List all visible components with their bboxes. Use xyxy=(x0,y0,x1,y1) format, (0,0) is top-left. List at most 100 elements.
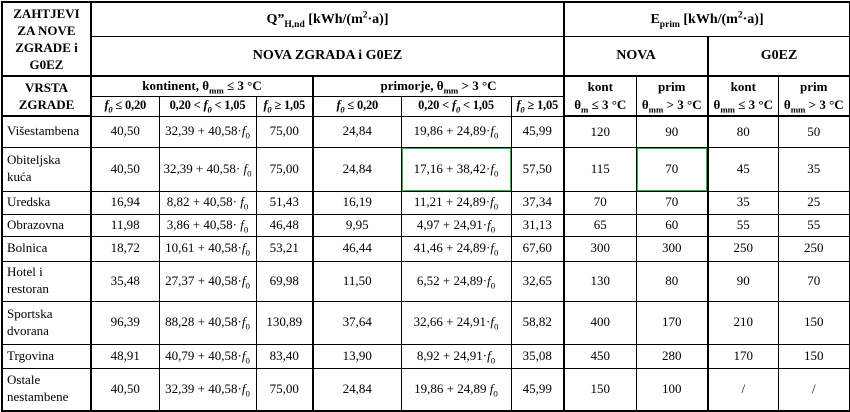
data-cell: 60 xyxy=(635,213,710,237)
data-cell: 210 xyxy=(707,300,779,345)
row-label: Uredska xyxy=(1,190,92,215)
data-cell: 50 xyxy=(777,115,850,148)
data-cell: 170 xyxy=(635,300,710,345)
data-cell: 32,39 + 40,58·f0 xyxy=(158,367,257,412)
data-cell: 37,34 xyxy=(510,190,566,215)
data-cell: 88,28 + 40,58·f0 xyxy=(158,300,257,345)
eprim-g0ez-prim-header-cell: prim θmm > 3 °C xyxy=(777,75,850,117)
data-cell: 57,50 xyxy=(510,146,566,192)
table-row: Višestambena 40,50 32,39 + 40,58·f0 75,00 24… xyxy=(1,115,850,148)
data-cell: 58,82 xyxy=(510,300,566,345)
row-label: Višestambena xyxy=(1,115,92,148)
data-cell: 40,79 + 40,58·f0 xyxy=(158,343,257,369)
row-label: Hotel i restoran xyxy=(1,260,92,302)
g0ez-section-cell: G0EZ xyxy=(707,35,850,77)
data-cell: 8,82 + 40,58· f0 xyxy=(158,190,257,215)
data-cell: 40,50 xyxy=(90,146,160,192)
data-cell: 48,91 xyxy=(90,343,160,369)
data-cell: 3,86 + 40,58· f0 xyxy=(158,213,257,237)
data-cell: 300 xyxy=(635,235,710,262)
data-cell: 80 xyxy=(707,115,779,148)
data-cell: 35 xyxy=(707,190,779,215)
f0-range-header-cell: f0 ≤ 0,20 xyxy=(90,95,160,117)
data-cell: 83,40 xyxy=(255,343,314,369)
data-cell: 27,37 + 40,58·f0 xyxy=(158,260,257,302)
data-cell: / xyxy=(777,367,850,412)
data-cell: 41,46 + 24,89·f0 xyxy=(400,235,512,262)
f0-range-header-cell: f0 ≥ 1,05 xyxy=(255,95,314,117)
data-cell: 69,98 xyxy=(255,260,314,302)
data-cell: 46,48 xyxy=(255,213,314,237)
data-cell: 55 xyxy=(777,213,850,237)
data-cell: 16,19 xyxy=(312,190,402,215)
data-cell: 35,48 xyxy=(90,260,160,302)
table-body: Višestambena 40,50 32,39 + 40,58·f0 75,00 24… xyxy=(1,115,850,412)
data-cell: 53,21 xyxy=(255,235,314,262)
data-cell: 40,50 xyxy=(90,367,160,412)
data-cell: 115 xyxy=(563,146,637,192)
data-cell: 6,52 + 24,89·f0 xyxy=(400,260,512,302)
nova-section-cell: NOVA xyxy=(563,35,710,77)
eprim-nova-prim-header-cell: prim θmm > 3 °C xyxy=(635,75,710,117)
data-cell: 70 xyxy=(635,190,710,215)
f0-range-header-cell: f0 ≥ 1,05 xyxy=(510,95,566,117)
header-row-sections: NOVA ZGRADA i G0EZ NOVA G0EZ xyxy=(2,35,850,77)
data-cell: 75,00 xyxy=(255,115,314,148)
data-cell: 11,50 xyxy=(312,260,402,302)
data-cell: 90 xyxy=(635,115,710,148)
data-cell: 45,99 xyxy=(510,367,566,412)
eprim-nova-kont-header-cell: kont θm ≤ 3 °C xyxy=(563,75,637,117)
data-cell: 80 xyxy=(635,260,710,302)
data-cell: 25 xyxy=(777,190,850,215)
data-cell: 300 xyxy=(563,235,637,262)
row-label: Ostale nestambene xyxy=(1,367,92,412)
data-cell: 32,65 xyxy=(510,260,566,302)
highlight-box xyxy=(637,148,707,190)
data-cell: 70 xyxy=(635,146,710,192)
data-cell: 40,50 xyxy=(90,115,160,148)
data-cell: 150 xyxy=(777,300,850,345)
nova-zgrada-g0ez-cell: NOVA ZGRADA i G0EZ xyxy=(90,35,566,77)
data-cell: 31,13 xyxy=(510,213,566,237)
header-row-f0: f0 ≤ 0,20 0,20 < f0 < 1,05 f0 ≥ 1,05 f0 … xyxy=(2,95,850,117)
vrsta-zgrade-cell: VRSTA ZGRADE xyxy=(1,75,92,117)
table-row: Sportska dvorana 96,39 88,28 + 40,58·f0 130… xyxy=(1,300,850,345)
data-cell: 100 xyxy=(635,367,710,412)
data-cell: 8,92 + 24,91·f0 xyxy=(400,343,512,369)
data-cell: 46,44 xyxy=(312,235,402,262)
data-cell: 70 xyxy=(777,260,850,302)
data-cell: 13,90 xyxy=(312,343,402,369)
row-label: Sportska dvorana xyxy=(1,300,92,345)
table-row: Obiteljska kuća 40,50 32,39 + 40,58· f0 75,… xyxy=(1,146,850,192)
data-cell: 11,98 xyxy=(90,213,160,237)
data-cell: 19,86 + 24,89 f0 xyxy=(400,367,512,412)
data-cell: 400 xyxy=(563,300,637,345)
data-cell: 24,84 xyxy=(312,146,402,192)
data-cell: 67,60 xyxy=(510,235,566,262)
f0-range-header-cell: 0,20 < f0 < 1,05 xyxy=(158,95,257,117)
f0-range-header-cell: f0 ≤ 0,20 xyxy=(312,95,402,117)
q-hnd-header-cell: Q”H,nd [kWh/(m2·a)] xyxy=(90,1,566,37)
data-cell: 130,89 xyxy=(255,300,314,345)
data-cell: 32,39 + 40,58·f0 xyxy=(158,115,257,148)
primorje-header-cell: primorje, θmm > 3 °C xyxy=(312,75,566,97)
data-cell: 55 xyxy=(707,213,779,237)
data-cell: 9,95 xyxy=(312,213,402,237)
data-cell: / xyxy=(707,367,779,412)
f0-range-header-cell: 0,20 < f0 < 1,05 xyxy=(400,95,512,117)
row-label: Obrazovna xyxy=(1,213,92,237)
data-cell: 280 xyxy=(635,343,710,369)
data-cell: 24,84 xyxy=(312,115,402,148)
data-cell: 170 xyxy=(707,343,779,369)
data-cell: 250 xyxy=(777,235,850,262)
row-label: Bolnica xyxy=(1,235,92,262)
data-cell: 90 xyxy=(707,260,779,302)
data-cell: 35 xyxy=(777,146,850,192)
data-cell: 120 xyxy=(563,115,637,148)
data-cell: 130 xyxy=(563,260,637,302)
data-cell: 35,08 xyxy=(510,343,566,369)
data-cell: 150 xyxy=(563,367,637,412)
data-cell: 19,86 + 24,89·f0 xyxy=(400,115,512,148)
